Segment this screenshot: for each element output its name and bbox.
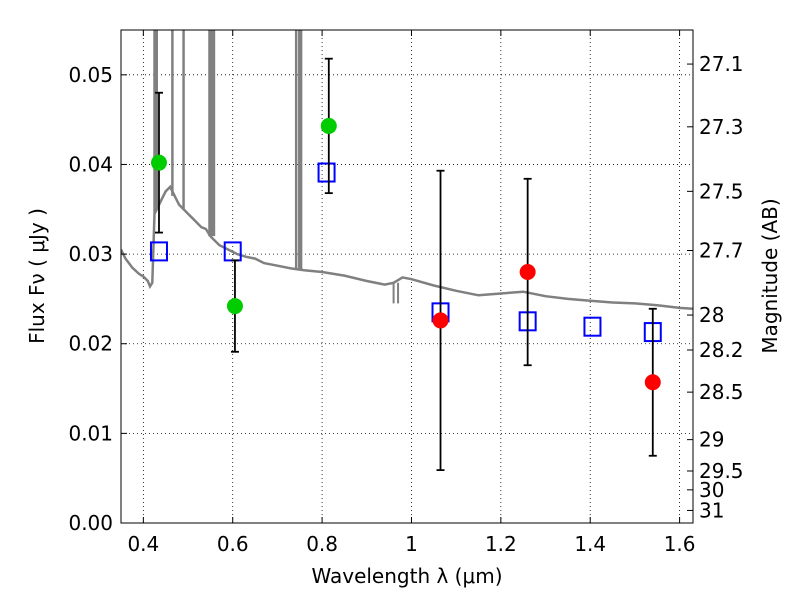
y2-tick-label: 27.1 — [699, 52, 744, 76]
non-detection-point — [432, 312, 449, 329]
y2-tick-label: 28.5 — [699, 380, 744, 404]
y2-tick-label: 28 — [699, 303, 724, 327]
model-flux-square — [583, 316, 602, 337]
y2-tick-label: 27.7 — [699, 239, 744, 263]
detection-point — [320, 117, 337, 134]
x-axis-title: Wavelength λ (μm) — [311, 564, 502, 588]
y-tick-label: 0.05 — [68, 63, 113, 87]
y2-tick-label: 31 — [699, 498, 724, 522]
y-tick-label: 0.01 — [68, 421, 113, 445]
y-axis-title: Flux Fν ( μJy ) — [25, 208, 49, 344]
x-tick-label: 1.6 — [664, 532, 696, 556]
y-tick-label: 0.04 — [68, 152, 113, 176]
y2-tick-label: 30 — [699, 478, 724, 502]
model-flux-square — [149, 241, 168, 262]
data-layer — [121, 30, 693, 472]
y-tick-label: 0.00 — [68, 511, 113, 535]
x-tick-label: 0.6 — [217, 532, 249, 556]
y2-axis-title: Magnitude (AB) — [758, 198, 782, 353]
x-tick-label: 1.2 — [485, 532, 517, 556]
y2-tick-label: 27.5 — [699, 179, 744, 203]
non-detection-point — [644, 374, 661, 391]
detection-point — [226, 298, 243, 315]
non-detection-point — [519, 264, 536, 281]
x-tick-label: 1 — [405, 532, 418, 556]
y2-tick-label: 29 — [699, 428, 724, 452]
y2-tick-label: 28.2 — [699, 338, 744, 362]
ticks: 0.4 0.6 0.8 1 1.2 1.4 1.6 0.00 0.01 0.02 0.03 0.04 0… — [68, 30, 744, 556]
x-tick-label: 0.8 — [306, 532, 338, 556]
y2-tick-label: 27.3 — [699, 115, 744, 139]
plot-frame — [120, 29, 694, 524]
y-tick-label: 0.03 — [68, 242, 113, 266]
x-tick-label: 0.4 — [127, 532, 159, 556]
detection-point — [150, 154, 167, 171]
model-flux-square — [317, 162, 336, 183]
y2-tick-label: 29.5 — [699, 459, 744, 483]
plot-background — [121, 30, 693, 523]
y-tick-label: 0.02 — [68, 332, 113, 356]
x-tick-label: 1.4 — [574, 532, 606, 556]
